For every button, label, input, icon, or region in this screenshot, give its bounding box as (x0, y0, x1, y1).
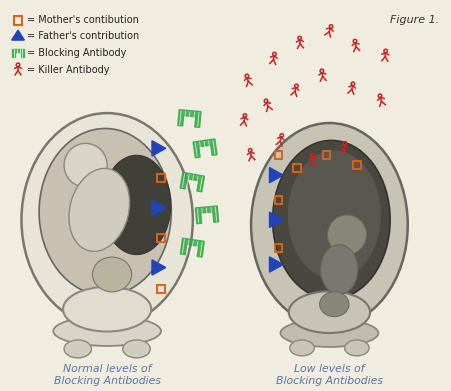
Bar (157, 174, 165, 182)
Ellipse shape (287, 150, 380, 280)
Ellipse shape (344, 340, 368, 356)
Bar (322, 151, 330, 159)
Ellipse shape (280, 319, 377, 347)
Bar (293, 164, 300, 172)
Ellipse shape (92, 257, 131, 292)
Text: Normal levels of: Normal levels of (63, 364, 151, 374)
Polygon shape (152, 200, 166, 215)
Bar (274, 196, 282, 204)
Bar (352, 161, 360, 169)
Ellipse shape (21, 113, 193, 326)
Ellipse shape (102, 155, 170, 255)
Ellipse shape (123, 340, 150, 358)
Ellipse shape (250, 123, 407, 326)
Text: Blocking Antibodies: Blocking Antibodies (54, 376, 160, 386)
Circle shape (327, 215, 366, 255)
Text: = Killer Antibody: = Killer Antibody (27, 65, 109, 75)
Polygon shape (180, 238, 204, 257)
Text: Low levels of: Low levels of (294, 364, 364, 374)
Ellipse shape (289, 340, 313, 356)
Text: Blocking Antibodies: Blocking Antibodies (275, 376, 382, 386)
Ellipse shape (288, 291, 369, 333)
Ellipse shape (64, 340, 91, 358)
Polygon shape (193, 139, 216, 158)
Ellipse shape (320, 245, 357, 294)
Bar (157, 234, 165, 242)
Ellipse shape (39, 129, 171, 295)
Text: = Mother's contibution: = Mother's contibution (27, 15, 138, 25)
Ellipse shape (63, 287, 151, 332)
Bar (274, 244, 282, 251)
Polygon shape (269, 212, 283, 228)
Bar (157, 285, 165, 293)
Polygon shape (152, 141, 166, 156)
Bar (274, 151, 282, 159)
Polygon shape (180, 172, 204, 192)
Polygon shape (152, 260, 166, 275)
Ellipse shape (53, 316, 161, 346)
Polygon shape (12, 30, 24, 40)
Text: = Blocking Antibody: = Blocking Antibody (27, 48, 126, 58)
Ellipse shape (69, 169, 129, 251)
Circle shape (64, 143, 107, 187)
Text: Figure 1.: Figure 1. (389, 15, 438, 25)
Polygon shape (195, 206, 218, 224)
Bar (14, 16, 23, 25)
Polygon shape (269, 257, 283, 272)
Ellipse shape (272, 140, 389, 299)
Polygon shape (177, 109, 201, 127)
Polygon shape (12, 48, 24, 57)
Polygon shape (269, 167, 283, 183)
Ellipse shape (319, 292, 348, 317)
Text: = Father's contribution: = Father's contribution (27, 31, 139, 41)
